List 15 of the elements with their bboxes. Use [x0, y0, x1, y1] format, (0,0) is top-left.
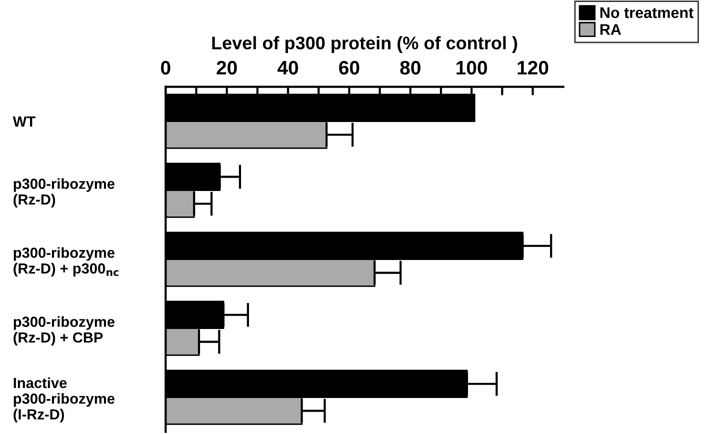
x-tick-label: 20: [216, 60, 237, 75]
y-tick-label: Inactive p300-ribozyme (I-Rz-D): [14, 377, 114, 422]
legend-label: RA: [600, 24, 622, 35]
x-tick-label: 80: [400, 60, 420, 75]
legend-label: No treatment: [600, 7, 694, 18]
y-tick-label: p300-ribozyme (Rz-D): [14, 178, 114, 208]
x-tick-label: 0: [161, 60, 170, 75]
y-tick-label: p300-ribozyme (Rz-D) + CBP: [14, 316, 114, 346]
x-axis-title: Level of p300 protein (% of control ): [212, 36, 518, 53]
y-tick-label: WT: [12, 116, 36, 127]
x-tick-label: 120: [518, 60, 548, 75]
x-tick-label: 60: [339, 60, 360, 75]
y-tick-label: p300-ribozyme (Rz-D) + p300$_{nc}$: [14, 247, 118, 277]
x-tick-label: 100: [456, 60, 487, 75]
x-tick-label: 40: [278, 60, 298, 75]
